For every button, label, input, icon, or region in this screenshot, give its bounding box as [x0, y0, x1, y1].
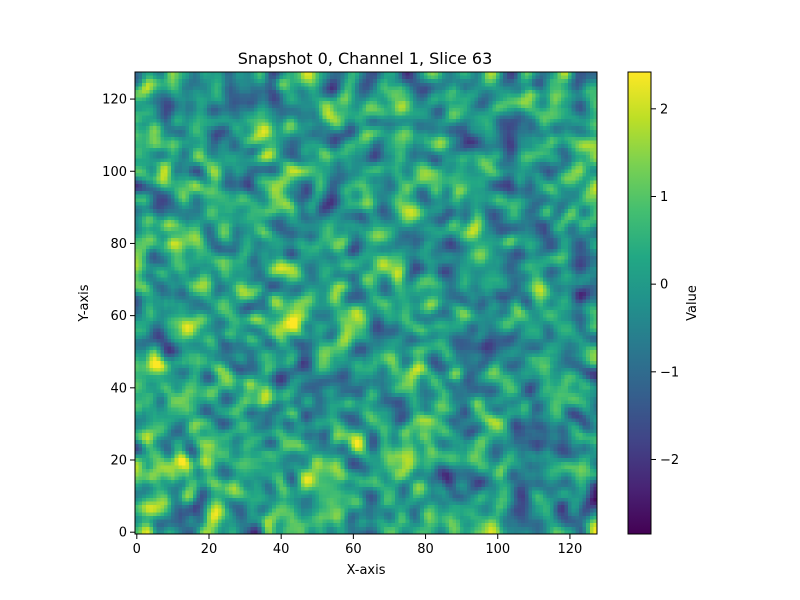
y-tick-label: 60 [110, 309, 127, 324]
heatmap-image [135, 72, 597, 534]
colorbar-tick-label: 0 [660, 278, 668, 293]
plot-frame [134, 71, 598, 535]
chart-title: Snapshot 0, Channel 1, Slice 63 [238, 49, 493, 68]
colorbar-tick-label: −2 [660, 453, 679, 468]
colorbar-ticks: −2 −1 0 1 2 [651, 102, 679, 468]
x-axis-label: X-axis [347, 563, 386, 578]
heatmap-area [134, 71, 598, 535]
y-axis-ticks: 0 20 40 60 80 100 120 [102, 93, 135, 541]
y-tick-label: 120 [102, 93, 127, 108]
y-tick-label: 20 [110, 454, 127, 469]
y-axis-label: Y-axis [77, 284, 92, 322]
x-tick-label: 20 [201, 542, 218, 557]
x-tick-label: 80 [417, 542, 434, 557]
x-tick-label: 120 [558, 542, 583, 557]
colorbar-tick-label: 2 [660, 102, 668, 117]
colorbar-label: Value [685, 285, 700, 321]
colorbar-tick-label: −1 [660, 365, 679, 380]
colorbar [627, 71, 652, 535]
x-tick-label: 40 [273, 542, 290, 557]
colorbar-tick-label: 1 [660, 190, 668, 205]
x-tick-label: 60 [345, 542, 362, 557]
x-axis-ticks: 0 20 40 60 80 100 120 [133, 534, 583, 557]
x-tick-label: 100 [485, 542, 510, 557]
x-tick-label: 0 [133, 542, 141, 557]
y-tick-label: 80 [110, 237, 127, 252]
y-tick-label: 100 [102, 165, 127, 180]
y-tick-label: 40 [110, 381, 127, 396]
y-tick-label: 0 [119, 526, 127, 541]
